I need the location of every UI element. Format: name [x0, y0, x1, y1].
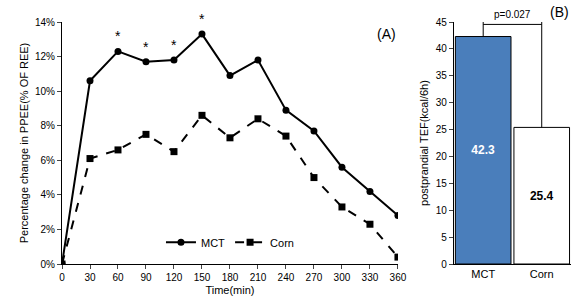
- svg-text:MCT: MCT: [471, 268, 495, 280]
- svg-text:150: 150: [194, 272, 211, 283]
- svg-text:6%: 6%: [41, 155, 56, 166]
- svg-text:330: 330: [362, 272, 379, 283]
- svg-text:0: 0: [59, 272, 65, 283]
- svg-text:30: 30: [84, 272, 96, 283]
- svg-text:42.3: 42.3: [471, 143, 495, 157]
- svg-text:Time(min): Time(min): [205, 284, 254, 296]
- svg-text:240: 240: [278, 272, 295, 283]
- svg-text:30: 30: [436, 97, 448, 108]
- svg-text:4%: 4%: [41, 189, 56, 200]
- svg-text:*: *: [199, 11, 205, 27]
- svg-text:10: 10: [436, 205, 448, 216]
- svg-text:5: 5: [441, 232, 447, 243]
- svg-text:10%: 10%: [35, 86, 55, 97]
- svg-text:(B): (B): [550, 4, 569, 20]
- svg-text:25.4: 25.4: [530, 189, 554, 203]
- svg-text:postprandial TEF(kcal/6h): postprandial TEF(kcal/6h): [418, 80, 430, 206]
- svg-text:60: 60: [112, 272, 124, 283]
- svg-text:*: *: [115, 28, 121, 44]
- svg-text:45: 45: [436, 17, 448, 28]
- svg-text:120: 120: [166, 272, 183, 283]
- svg-text:Percentage change in PPEE(% OF: Percentage change in PPEE(% OF REE): [18, 43, 30, 244]
- svg-text:20: 20: [436, 151, 448, 162]
- svg-text:8%: 8%: [41, 120, 56, 131]
- svg-text:210: 210: [250, 272, 267, 283]
- svg-text:25: 25: [436, 124, 448, 135]
- svg-text:2%: 2%: [41, 224, 56, 235]
- svg-text:300: 300: [334, 272, 351, 283]
- svg-text:(A): (A): [377, 26, 396, 42]
- svg-text:360: 360: [390, 272, 407, 283]
- svg-text:40: 40: [436, 43, 448, 54]
- svg-text:Corn: Corn: [270, 237, 294, 249]
- svg-text:*: *: [143, 39, 149, 55]
- svg-text:90: 90: [140, 272, 152, 283]
- svg-text:35: 35: [436, 70, 448, 81]
- svg-text:270: 270: [306, 272, 323, 283]
- svg-text:*: *: [171, 37, 177, 53]
- svg-text:180: 180: [222, 272, 239, 283]
- svg-text:0: 0: [441, 259, 447, 270]
- svg-text:MCT: MCT: [201, 237, 225, 249]
- svg-text:12%: 12%: [35, 51, 55, 62]
- svg-text:p=0.027: p=0.027: [494, 9, 531, 20]
- svg-text:15: 15: [436, 178, 448, 189]
- svg-text:14%: 14%: [35, 17, 55, 28]
- svg-text:Corn: Corn: [530, 268, 554, 280]
- svg-text:0%: 0%: [41, 259, 56, 270]
